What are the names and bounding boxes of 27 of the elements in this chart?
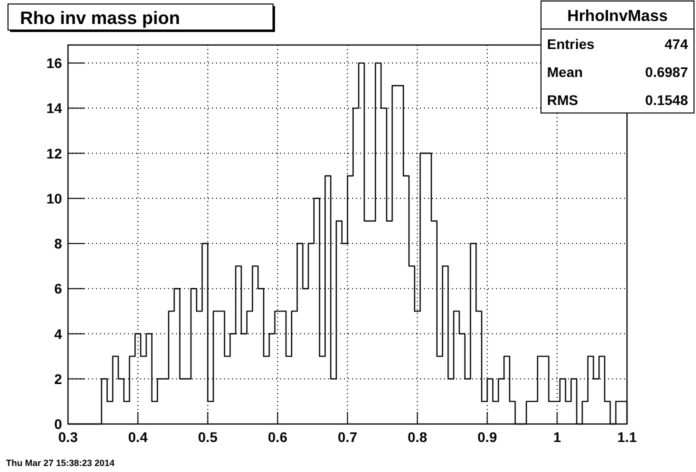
chart-title: Rho inv mass pion bbox=[20, 8, 180, 28]
y-tick-label: 10 bbox=[46, 190, 62, 206]
x-tick-label: 0.9 bbox=[478, 429, 498, 445]
x-tick-label: 0.4 bbox=[128, 429, 148, 445]
y-tick-label: 4 bbox=[54, 326, 62, 342]
annotation: Entries bbox=[547, 36, 595, 52]
y-tick-label: 8 bbox=[54, 236, 62, 252]
x-tick-label: 0.7 bbox=[338, 429, 358, 445]
text: HrhoInvMass bbox=[567, 8, 668, 25]
y-tick-label: 16 bbox=[46, 55, 62, 72]
y-tick-label: 0 bbox=[54, 416, 62, 432]
annotation: RMS bbox=[547, 92, 578, 108]
text: 474 bbox=[664, 36, 688, 52]
annotation: Mean bbox=[547, 64, 583, 80]
x-tick-label: 0.5 bbox=[198, 429, 218, 445]
y-tick-label: 6 bbox=[54, 280, 62, 297]
y-tick-label: 2 bbox=[54, 370, 62, 387]
y-tick-label: 12 bbox=[46, 145, 62, 162]
text: Thu Mar 27 15:38:23 2014 bbox=[6, 458, 115, 468]
text: 0.6987 bbox=[645, 64, 688, 80]
x-tick-label: 1.1 bbox=[617, 429, 637, 445]
x-tick-label: 0.3 bbox=[58, 429, 78, 445]
x-tick-label: 0.8 bbox=[408, 429, 428, 445]
text: 0.1548 bbox=[645, 92, 688, 108]
x-tick-label: 0.6 bbox=[268, 429, 288, 445]
x-tick-label: 1 bbox=[553, 429, 562, 445]
y-tick-label: 14 bbox=[46, 100, 62, 116]
